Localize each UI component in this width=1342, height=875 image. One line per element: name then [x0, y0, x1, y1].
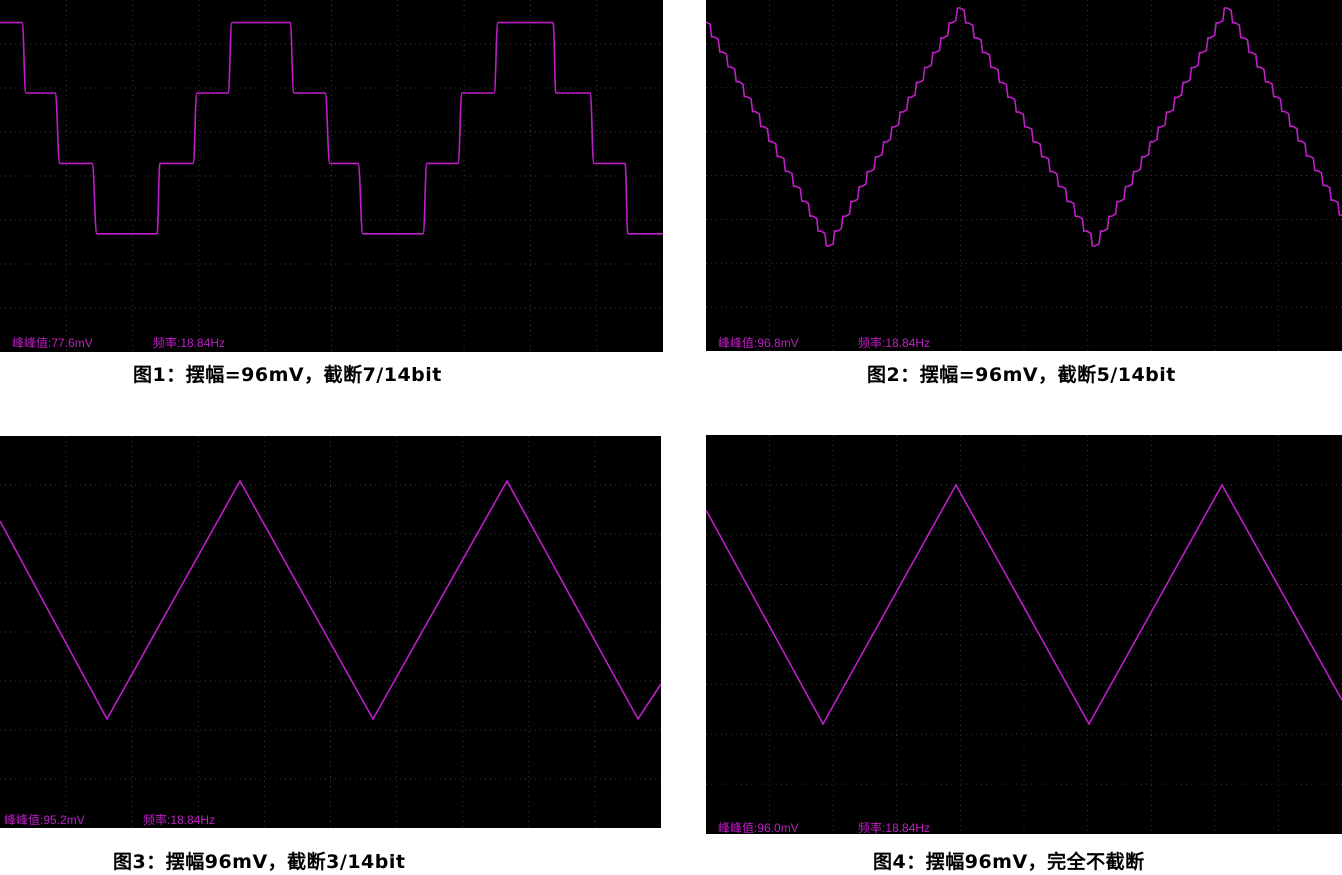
oscilloscope-screen-1: 峰峰值:77.6mV 频率:18.84Hz [0, 0, 663, 352]
waveform-plot-4 [706, 435, 1342, 834]
waveform-plot-3 [0, 436, 661, 828]
caption-1: 图1：摆幅=96mV，截断7/14bit [133, 364, 442, 386]
oscilloscope-screen-3: 峰峰值:95.2mV 频率:18.84Hz [0, 436, 661, 828]
grid-1 [0, 0, 663, 352]
trace-line-4 [706, 483, 1342, 726]
oscilloscope-screen-4: 峰峰值:96.0mV 频率:18.84Hz [706, 435, 1342, 834]
caption-3: 图3：摆幅96mV，截断3/14bit [113, 851, 406, 873]
peak-to-peak-readout-3: 峰峰值:95.2mV [4, 813, 85, 827]
caption-4: 图4：摆幅96mV，完全不截断 [873, 851, 1145, 873]
frequency-readout-4: 频率:18.84Hz [858, 821, 931, 834]
grid-4 [706, 435, 1342, 834]
frequency-readout-1: 频率:18.84Hz [153, 336, 226, 350]
grid-2 [706, 0, 1342, 351]
waveform-plot-2 [706, 0, 1342, 351]
frequency-readout-3: 频率:18.84Hz [143, 813, 216, 827]
waveform-plot-1 [0, 0, 663, 352]
trace-line-3 [0, 479, 661, 721]
caption-2: 图2：摆幅=96mV，截断5/14bit [867, 364, 1176, 386]
peak-to-peak-readout-1: 峰峰值:77.6mV [12, 336, 93, 350]
frequency-readout-2: 频率:18.84Hz [858, 336, 931, 350]
grid-3 [0, 436, 661, 828]
trace-line-1 [0, 21, 663, 235]
peak-to-peak-readout-2: 峰峰值:96.8mV [718, 336, 799, 350]
peak-to-peak-readout-4: 峰峰值:96.0mV [718, 821, 799, 834]
oscilloscope-screen-2: 峰峰值:96.8mV 频率:18.84Hz [706, 0, 1342, 351]
trace-line-2 [706, 7, 1342, 247]
